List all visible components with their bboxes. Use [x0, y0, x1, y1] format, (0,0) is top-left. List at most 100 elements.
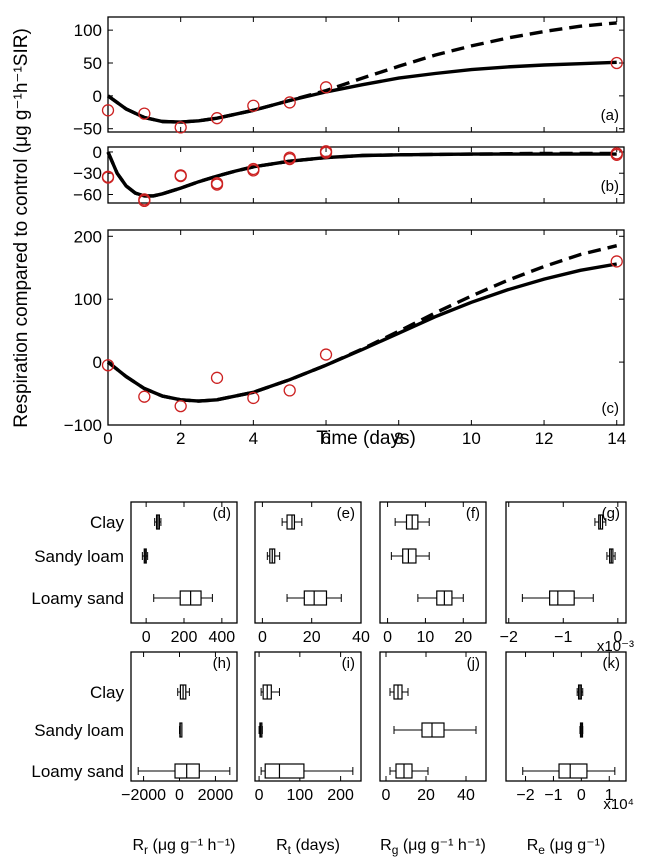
- panel-label: (d): [213, 505, 231, 522]
- x-axis-label: Re (μg g⁻¹): [527, 837, 606, 857]
- shared-y-axis-label: Respiration compared to control (μg g⁻¹h…: [11, 28, 32, 428]
- observed-point: [101, 359, 115, 372]
- model-solid-line: [106, 262, 617, 403]
- observed-point: [283, 384, 296, 397]
- observed-point: [319, 348, 333, 361]
- observed-point: [210, 112, 224, 125]
- observed-point: [247, 99, 260, 112]
- y-tick-label: −50: [73, 120, 102, 139]
- x-tick-label: 20: [417, 787, 435, 804]
- observed-point: [138, 390, 151, 403]
- category-label: Loamy sand: [31, 589, 124, 608]
- axis-exponent: x10⁴: [603, 796, 634, 813]
- x-tick-label: 2000: [198, 787, 234, 804]
- y-tick-label: −100: [64, 416, 102, 435]
- observed-point: [210, 371, 224, 384]
- observed-point: [174, 121, 187, 134]
- panel-label: (e): [337, 505, 355, 522]
- x-tick-label: 200: [327, 787, 354, 804]
- model-dashed-line: [106, 244, 618, 403]
- y-tick-label: −30: [73, 164, 102, 183]
- box: [286, 514, 296, 530]
- y-tick-label: 0: [93, 143, 102, 162]
- x-tick-label: 2: [176, 429, 185, 448]
- x-tick-label: −2: [500, 629, 518, 646]
- x-tick-label: 0: [255, 787, 264, 804]
- x-tick-label: 0: [258, 629, 267, 646]
- panel-label: (a): [601, 107, 619, 124]
- x-tick-label: 10: [417, 629, 435, 646]
- x-tick-label: 0: [383, 629, 392, 646]
- panel-label: (i): [342, 655, 355, 672]
- observed-point: [101, 171, 115, 184]
- panel-label: (g): [602, 505, 620, 522]
- y-tick-label: 50: [83, 54, 102, 73]
- observed-point: [138, 107, 151, 120]
- x-tick-label: 12: [535, 429, 554, 448]
- panel-label: (c): [602, 400, 620, 417]
- x-tick-label: −2: [516, 787, 534, 804]
- observed-point: [174, 399, 187, 413]
- x-axis-label: Rg (μg g⁻¹ h⁻¹): [380, 837, 486, 857]
- observed-point: [283, 96, 296, 109]
- x-tick-label: 20: [454, 629, 472, 646]
- plot-frame: [107, 146, 625, 204]
- observed-point: [610, 56, 623, 70]
- x-tick-label: −1: [554, 629, 572, 646]
- boxplot-frame: [505, 651, 627, 782]
- box: [549, 590, 575, 606]
- model-solid-line: [106, 151, 617, 198]
- x-tick-label: 40: [457, 787, 475, 804]
- category-label: Loamy sand: [31, 762, 124, 781]
- x-tick-label: 0: [142, 629, 151, 646]
- y-tick-label: 0: [93, 87, 102, 106]
- x-tick-label: 0: [613, 629, 622, 646]
- boxplot-frame: [379, 501, 487, 624]
- observed-point: [247, 164, 260, 177]
- panel-label: (f): [466, 505, 480, 522]
- panel-label: (h): [213, 655, 231, 672]
- model-dashed-line: [106, 151, 617, 198]
- x-tick-label: 200: [171, 629, 198, 646]
- boxplot-frame: [379, 651, 487, 782]
- x-tick-label: 0: [175, 787, 184, 804]
- box: [303, 590, 328, 606]
- boxplot-frame: [505, 501, 627, 624]
- box: [264, 763, 305, 779]
- y-tick-label: 0: [93, 353, 102, 372]
- observed-point: [101, 104, 115, 117]
- x-tick-label: 100: [286, 787, 313, 804]
- y-tick-label: −60: [73, 185, 102, 204]
- x-tick-label: 4: [249, 429, 258, 448]
- axis-exponent: x10⁻³: [597, 638, 634, 655]
- boxplot-frame: [130, 651, 238, 782]
- x-tick-label: −1: [544, 787, 562, 804]
- x-tick-label: 40: [352, 629, 370, 646]
- observed-point: [138, 194, 151, 208]
- boxplot-frame: [254, 651, 362, 782]
- y-tick-label: 100: [74, 290, 102, 309]
- x-tick-label: 0: [382, 787, 391, 804]
- box: [421, 722, 445, 738]
- x-tick-label: 0: [577, 787, 586, 804]
- observed-point: [319, 146, 333, 159]
- box: [402, 548, 417, 564]
- observed-point: [610, 255, 623, 268]
- model-solid-line: [107, 60, 617, 124]
- plot-frame: [107, 229, 625, 426]
- x-tick-label: 10: [462, 429, 481, 448]
- x-tick-label: 8: [394, 429, 403, 448]
- panel-label: (k): [603, 655, 621, 672]
- panel-label: (b): [601, 178, 619, 195]
- x-axis-label: Time (days): [316, 428, 416, 449]
- x-tick-label: 1: [605, 787, 614, 804]
- observed-point: [247, 391, 260, 405]
- observed-point: [319, 81, 333, 94]
- observed-point: [283, 152, 296, 166]
- x-axis-label: Rt (days): [276, 837, 340, 857]
- plot-frame: [107, 16, 625, 133]
- x-tick-label: 6: [321, 429, 330, 448]
- x-tick-label: 20: [303, 629, 321, 646]
- category-label: Sandy loam: [34, 547, 124, 566]
- category-label: Clay: [90, 683, 125, 702]
